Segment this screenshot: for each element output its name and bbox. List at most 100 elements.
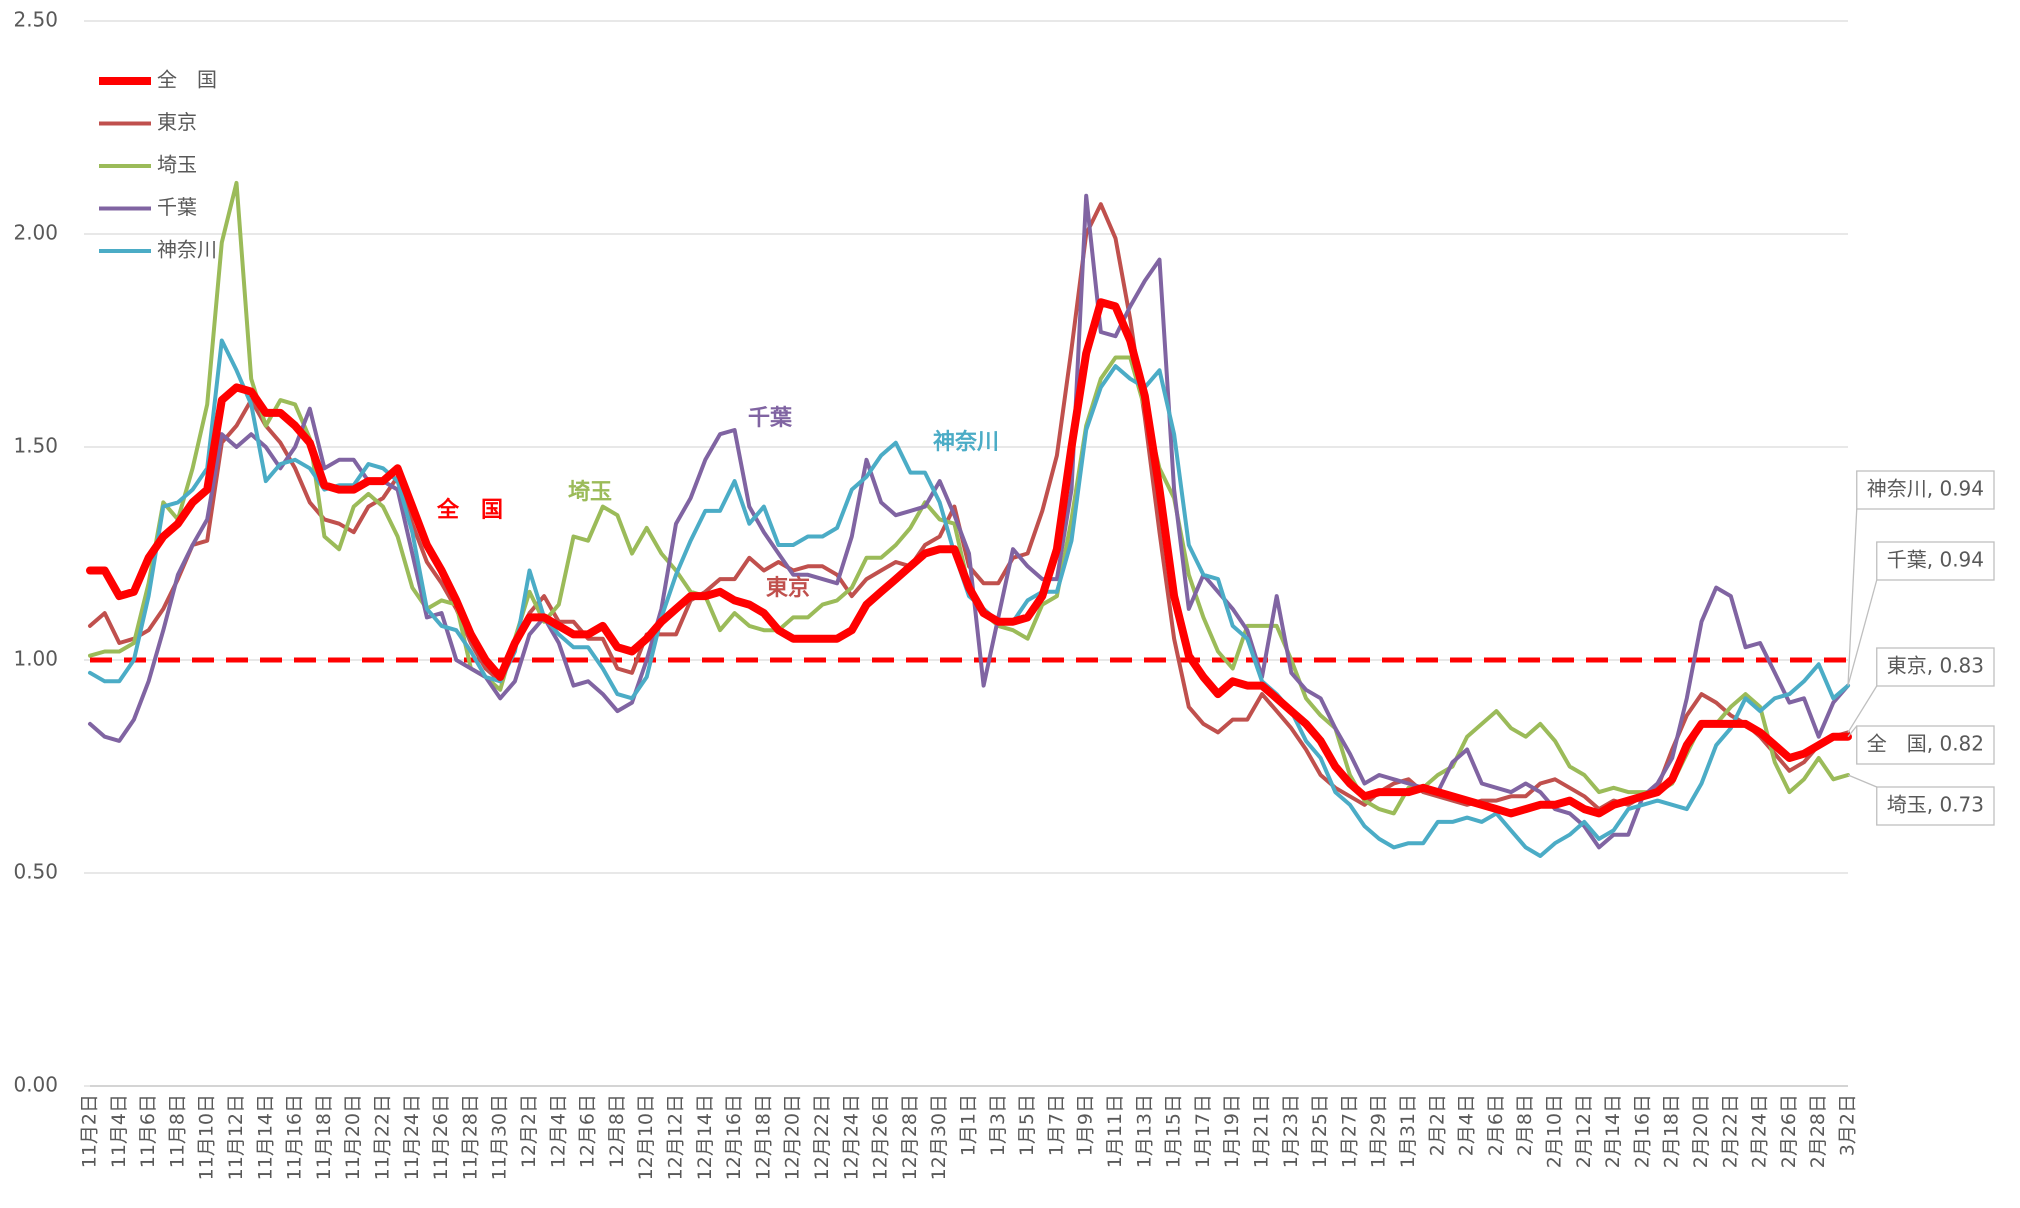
- x-tick-label: 1月29日: [1368, 1094, 1390, 1168]
- x-tick-label: 11月12日: [225, 1094, 247, 1180]
- x-tick-label: 2月24日: [1749, 1094, 1771, 1168]
- x-tick-label: 11月26日: [430, 1094, 452, 1180]
- end-callout: 千葉, 0.94: [1876, 541, 1995, 581]
- end-callout: 埼玉, 0.73: [1876, 786, 1995, 826]
- x-tick-label: 2月26日: [1778, 1094, 1800, 1168]
- callout-box: [1876, 786, 1995, 826]
- x-tick-label: 2月12日: [1573, 1094, 1595, 1168]
- x-tick-label: 1月9日: [1075, 1094, 1097, 1156]
- x-tick-label: 11月22日: [372, 1094, 394, 1180]
- callout-label: 東京, 0.83: [1887, 654, 1984, 678]
- x-tick-label: 11月10日: [196, 1094, 218, 1180]
- series-label: 全 国: [436, 497, 503, 523]
- x-tick-label: 2月16日: [1631, 1094, 1653, 1168]
- x-tick-label: 3月2日: [1837, 1094, 1859, 1156]
- legend-label: 全 国: [157, 68, 217, 92]
- x-tick-label: 2月4日: [1456, 1094, 1478, 1156]
- x-tick-label: 2月28日: [1807, 1094, 1829, 1168]
- x-tick-label: 11月6日: [137, 1094, 159, 1168]
- callout-box: [1856, 470, 1995, 510]
- callout-leader: [1847, 508, 1858, 686]
- x-tick-label: 1月3日: [987, 1094, 1009, 1156]
- x-tick-label: 12月4日: [547, 1094, 569, 1168]
- series-line: [88, 193, 1850, 850]
- x-tick-label: 11月8日: [166, 1094, 188, 1168]
- x-tick-label: 1月25日: [1309, 1094, 1331, 1168]
- series-label: 東京: [766, 575, 810, 601]
- x-tick-label: 1月17日: [1192, 1094, 1214, 1168]
- series-line: [86, 298, 1852, 818]
- series-label: 千葉: [748, 406, 793, 431]
- x-tick-label: 12月18日: [752, 1094, 774, 1180]
- x-tick-label: 12月24日: [840, 1094, 862, 1180]
- x-tick-label: 1月13日: [1133, 1094, 1155, 1168]
- callout-leader: [1847, 685, 1878, 733]
- callout-box: [1856, 725, 1995, 765]
- callout-box: [1876, 541, 1995, 581]
- legend-label: 東京: [157, 110, 197, 134]
- x-tick-label: 11月18日: [313, 1094, 335, 1180]
- x-tick-label: 2月10日: [1544, 1094, 1566, 1168]
- x-tick-label: 11月20日: [342, 1094, 364, 1180]
- x-tick-label: 11月2日: [79, 1094, 101, 1168]
- x-tick-label: 12月6日: [577, 1094, 599, 1168]
- x-tick-label: 11月24日: [401, 1094, 423, 1180]
- x-tick-label: 12月20日: [782, 1094, 804, 1180]
- x-tick-label: 2月2日: [1426, 1094, 1448, 1156]
- x-tick-label: 1月15日: [1163, 1094, 1185, 1168]
- legend-label: 埼玉: [157, 153, 197, 177]
- callout-label: 全 国, 0.82: [1867, 732, 1984, 756]
- x-tick-label: 1月19日: [1221, 1094, 1243, 1168]
- x-tick-label: 12月22日: [811, 1094, 833, 1180]
- series-label: 埼玉: [568, 480, 612, 505]
- x-tick-label: 12月28日: [899, 1094, 921, 1180]
- end-callout: 神奈川, 0.94: [1856, 470, 1995, 510]
- x-tick-label: 11月30日: [489, 1094, 511, 1180]
- y-tick-label: 1.50: [13, 434, 58, 458]
- x-tick-label: 2月8日: [1514, 1094, 1536, 1156]
- callout-leader: [1847, 774, 1878, 788]
- x-tick-label: 2月22日: [1719, 1094, 1741, 1168]
- x-tick-label: 2月14日: [1602, 1094, 1624, 1168]
- x-tick-label: 12月10日: [635, 1094, 657, 1180]
- x-tick-label: 12月30日: [928, 1094, 950, 1180]
- x-tick-label: 12月8日: [606, 1094, 628, 1168]
- series-line: [88, 338, 1850, 858]
- x-tick-label: 12月16日: [723, 1094, 745, 1180]
- series-label: 神奈川: [933, 429, 999, 455]
- x-tick-label: 1月21日: [1251, 1094, 1273, 1168]
- end-callout: 東京, 0.83: [1876, 647, 1995, 687]
- x-tick-label: 1月23日: [1280, 1094, 1302, 1168]
- x-tick-label: 12月2日: [518, 1094, 540, 1168]
- x-tick-label: 12月12日: [665, 1094, 687, 1180]
- y-tick-label: 0.50: [13, 860, 58, 884]
- x-tick-label: 2月6日: [1485, 1094, 1507, 1156]
- x-tick-label: 2月18日: [1661, 1094, 1683, 1168]
- x-tick-label: 11月4日: [108, 1094, 130, 1168]
- y-tick-label: 1.00: [13, 647, 58, 671]
- x-tick-label: 1月1日: [958, 1094, 980, 1156]
- x-tick-label: 1月11日: [1104, 1094, 1126, 1168]
- x-tick-label: 1月5日: [1016, 1094, 1038, 1156]
- y-tick-label: 2.50: [13, 8, 58, 32]
- end-callout: 全 国, 0.82: [1856, 725, 1995, 765]
- callout-leader: [1847, 725, 1858, 738]
- series-line: [88, 180, 1850, 816]
- x-tick-label: 1月31日: [1397, 1094, 1419, 1168]
- x-tick-label: 11月28日: [459, 1094, 481, 1180]
- x-tick-label: 11月16日: [284, 1094, 306, 1180]
- x-tick-label: 12月14日: [694, 1094, 716, 1180]
- x-tick-label: 1月7日: [1045, 1094, 1067, 1156]
- callout-label: 神奈川, 0.94: [1867, 477, 1984, 501]
- callout-box: [1876, 647, 1995, 687]
- callout-label: 千葉, 0.94: [1887, 548, 1984, 572]
- legend-label: 千葉: [157, 195, 197, 219]
- x-tick-label: 12月26日: [870, 1094, 892, 1180]
- x-tick-label: 1月27日: [1338, 1094, 1360, 1168]
- y-tick-label: 2.00: [13, 221, 58, 245]
- x-tick-label: 2月20日: [1690, 1094, 1712, 1168]
- y-tick-label: 0.00: [13, 1073, 58, 1097]
- callout-label: 埼玉, 0.73: [1887, 793, 1984, 817]
- x-tick-label: 11月14日: [254, 1094, 276, 1180]
